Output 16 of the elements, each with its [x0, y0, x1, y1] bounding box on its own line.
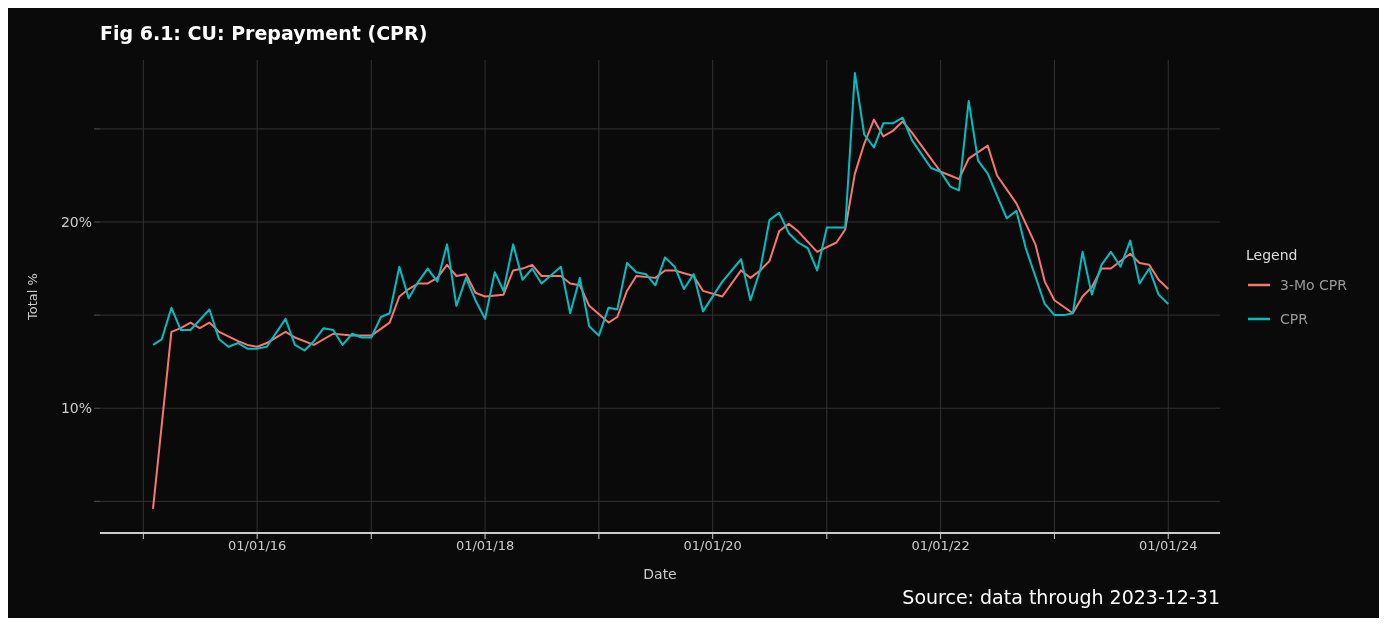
legend-label: 3-Mo CPR: [1280, 276, 1347, 293]
chart-title: Fig 6.1: CU: Prepayment (CPR): [100, 22, 428, 44]
source-note: Source: data through 2023-12-31: [902, 586, 1220, 608]
legend-label: CPR: [1280, 310, 1308, 327]
x-tick-label: 01/01/18: [455, 538, 515, 554]
x-tick-label: 01/01/24: [1139, 538, 1198, 554]
x-tick-label: 01/01/22: [911, 538, 970, 554]
line-series: [152, 118, 1170, 510]
x-tick-label: 01/01/16: [227, 538, 287, 554]
legend-title: Legend: [1246, 246, 1299, 263]
y-tick-label: 20%: [60, 213, 92, 230]
x-tick-label: 01/01/20: [683, 538, 742, 554]
line-series: [152, 72, 1170, 352]
x-axis-title: Date: [643, 566, 677, 582]
y-axis-title: Total %: [24, 273, 40, 321]
y-tick-label: 10%: [60, 400, 92, 417]
